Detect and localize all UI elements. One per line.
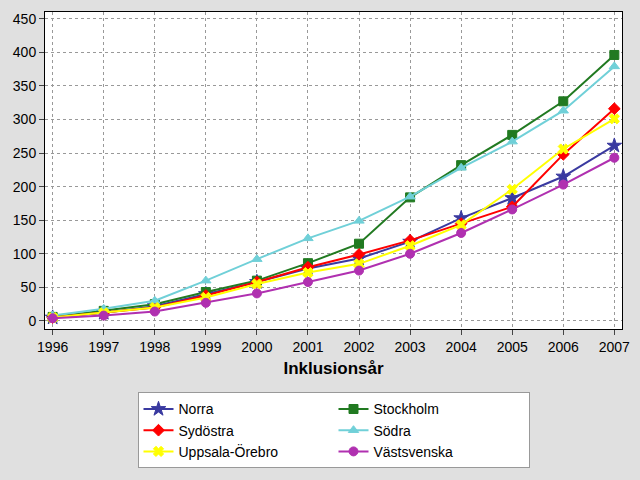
svg-text:2006: 2006 bbox=[548, 339, 579, 355]
svg-text:400: 400 bbox=[13, 44, 37, 60]
svg-text:Inklusionsår: Inklusionsår bbox=[283, 359, 384, 378]
svg-text:2002: 2002 bbox=[343, 339, 374, 355]
svg-text:2004: 2004 bbox=[446, 339, 477, 355]
svg-text:0: 0 bbox=[28, 313, 36, 329]
svg-text:Uppsala-Örebro: Uppsala-Örebro bbox=[179, 443, 279, 460]
svg-text:100: 100 bbox=[13, 246, 37, 262]
svg-text:350: 350 bbox=[13, 78, 37, 94]
svg-text:Södra: Södra bbox=[374, 423, 412, 439]
svg-text:2003: 2003 bbox=[395, 339, 426, 355]
svg-text:Stockholm: Stockholm bbox=[374, 401, 439, 417]
svg-text:Västsvenska: Västsvenska bbox=[374, 444, 454, 460]
svg-text:Sydöstra: Sydöstra bbox=[179, 423, 234, 439]
svg-text:2005: 2005 bbox=[497, 339, 528, 355]
svg-text:250: 250 bbox=[13, 145, 37, 161]
svg-text:50: 50 bbox=[21, 279, 37, 295]
svg-text:1997: 1997 bbox=[88, 339, 119, 355]
svg-text:1999: 1999 bbox=[190, 339, 221, 355]
svg-text:2000: 2000 bbox=[241, 339, 272, 355]
svg-text:450: 450 bbox=[13, 11, 37, 27]
svg-text:2007: 2007 bbox=[599, 339, 630, 355]
svg-text:1998: 1998 bbox=[139, 339, 170, 355]
svg-text:300: 300 bbox=[13, 111, 37, 127]
svg-text:150: 150 bbox=[13, 212, 37, 228]
svg-text:1996: 1996 bbox=[37, 339, 68, 355]
svg-text:2001: 2001 bbox=[292, 339, 323, 355]
svg-text:Norra: Norra bbox=[179, 401, 214, 417]
svg-text:200: 200 bbox=[13, 179, 37, 195]
